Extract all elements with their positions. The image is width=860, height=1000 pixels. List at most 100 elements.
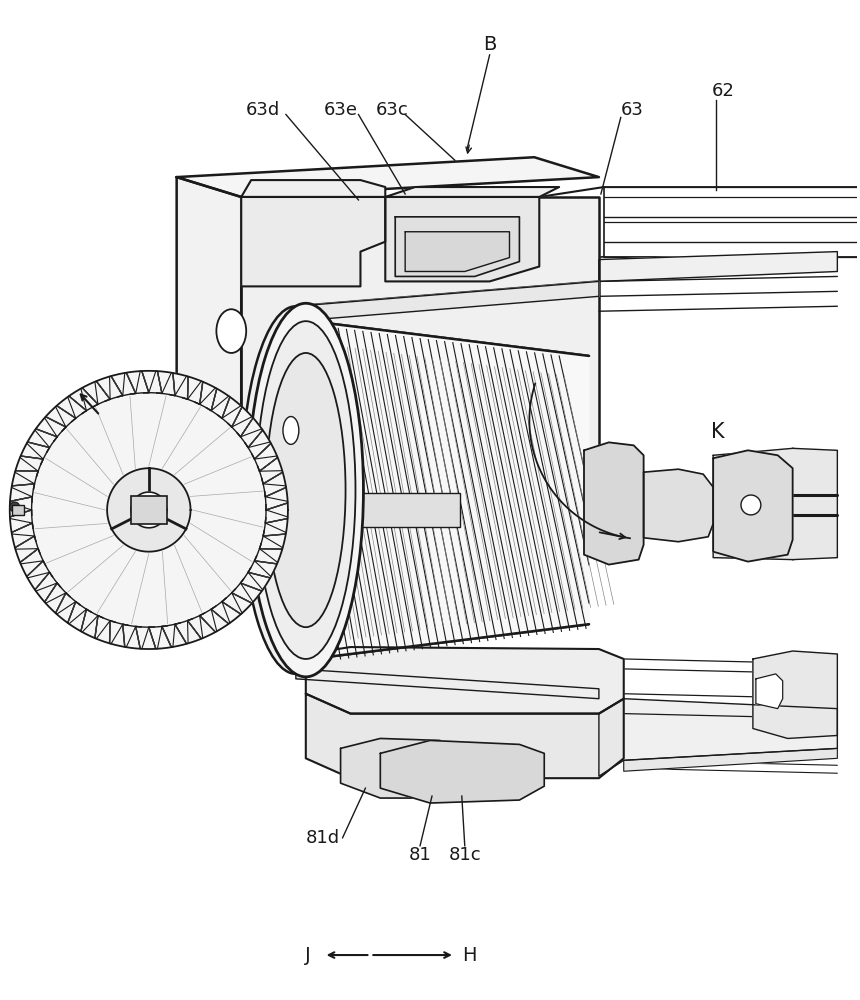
Polygon shape (380, 740, 544, 803)
Polygon shape (306, 647, 624, 714)
Polygon shape (341, 738, 460, 798)
Bar (162, 493, 460, 527)
Text: 81d: 81d (305, 829, 340, 847)
Polygon shape (396, 217, 519, 276)
Polygon shape (241, 197, 385, 286)
Ellipse shape (283, 417, 299, 444)
Bar (291, 475, 319, 545)
Polygon shape (56, 593, 71, 613)
Polygon shape (108, 468, 191, 552)
Text: K: K (711, 422, 725, 442)
Polygon shape (713, 448, 838, 560)
Polygon shape (194, 382, 203, 404)
Polygon shape (206, 389, 217, 411)
Polygon shape (255, 555, 277, 564)
Polygon shape (713, 450, 793, 562)
Polygon shape (212, 606, 229, 624)
Polygon shape (21, 456, 43, 464)
Polygon shape (241, 578, 261, 591)
Text: I: I (32, 485, 38, 505)
Polygon shape (599, 252, 838, 281)
Polygon shape (200, 613, 215, 632)
Text: 81: 81 (408, 846, 432, 864)
Polygon shape (310, 321, 589, 659)
Polygon shape (624, 748, 838, 771)
Polygon shape (260, 543, 282, 549)
Polygon shape (237, 418, 253, 437)
Polygon shape (20, 549, 40, 562)
Polygon shape (28, 442, 50, 453)
Polygon shape (109, 621, 116, 643)
Polygon shape (149, 627, 156, 649)
Text: B: B (483, 35, 496, 54)
Polygon shape (27, 561, 46, 577)
Polygon shape (756, 674, 783, 709)
Polygon shape (261, 472, 283, 484)
Bar (246, 483, 288, 538)
Polygon shape (69, 396, 87, 414)
Polygon shape (175, 623, 187, 644)
Polygon shape (643, 469, 713, 542)
Text: 81c: 81c (448, 846, 481, 864)
Text: 63d: 63d (246, 101, 280, 119)
Polygon shape (227, 407, 243, 427)
Polygon shape (126, 373, 136, 394)
Polygon shape (263, 530, 286, 536)
Polygon shape (296, 281, 599, 321)
Polygon shape (752, 651, 838, 738)
Polygon shape (142, 371, 149, 393)
Polygon shape (35, 572, 52, 590)
Polygon shape (252, 443, 271, 459)
Polygon shape (248, 567, 270, 578)
Polygon shape (385, 197, 539, 281)
Text: J: J (305, 946, 310, 965)
Text: 62: 62 (712, 82, 734, 100)
Bar (131, 496, 167, 524)
Text: 63: 63 (621, 101, 644, 119)
Polygon shape (10, 497, 33, 503)
Polygon shape (599, 699, 838, 776)
Ellipse shape (9, 502, 20, 512)
Polygon shape (245, 430, 262, 448)
Polygon shape (241, 197, 599, 460)
Polygon shape (46, 417, 66, 431)
Text: 63c: 63c (376, 101, 408, 119)
Polygon shape (266, 517, 287, 523)
Polygon shape (68, 602, 81, 623)
Ellipse shape (271, 396, 321, 584)
Polygon shape (169, 373, 175, 396)
Polygon shape (83, 388, 98, 407)
Polygon shape (11, 523, 34, 532)
Ellipse shape (256, 336, 335, 644)
Polygon shape (162, 626, 171, 647)
Ellipse shape (249, 303, 364, 677)
Polygon shape (405, 232, 509, 271)
Ellipse shape (217, 309, 246, 353)
Polygon shape (385, 187, 559, 197)
Polygon shape (156, 371, 162, 393)
Polygon shape (123, 624, 128, 647)
Polygon shape (265, 487, 286, 497)
Text: H: H (463, 946, 477, 965)
Text: 63e: 63e (323, 101, 358, 119)
Polygon shape (9, 371, 288, 649)
Polygon shape (15, 536, 36, 548)
Polygon shape (306, 694, 624, 778)
Ellipse shape (741, 495, 761, 515)
Polygon shape (36, 429, 57, 442)
Polygon shape (176, 157, 599, 197)
Polygon shape (96, 381, 110, 401)
Polygon shape (95, 616, 103, 638)
Polygon shape (10, 510, 32, 517)
Polygon shape (584, 442, 643, 565)
Polygon shape (241, 180, 385, 197)
Polygon shape (12, 484, 34, 490)
Polygon shape (45, 583, 61, 602)
Polygon shape (257, 457, 278, 471)
Bar (12, 505, 23, 515)
Polygon shape (15, 471, 38, 477)
Polygon shape (136, 626, 142, 649)
Polygon shape (111, 376, 123, 397)
Polygon shape (176, 177, 241, 460)
Polygon shape (218, 397, 230, 418)
